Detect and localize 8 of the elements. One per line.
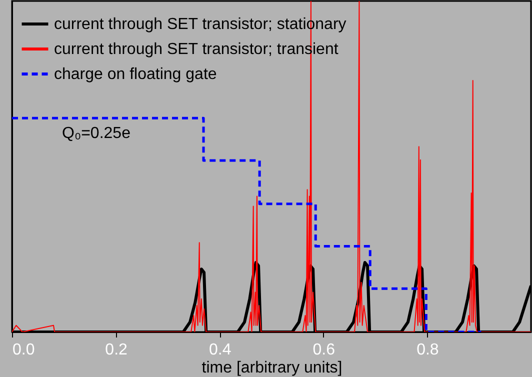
annotation: Q₀=0.25e bbox=[62, 125, 131, 142]
x-tick-label: 0.0 bbox=[12, 342, 35, 358]
x-tick-label: 0.4 bbox=[208, 342, 232, 358]
legend-label: charge on floating gate bbox=[54, 66, 217, 83]
x-tick-label: 0.8 bbox=[416, 342, 439, 358]
x-tick-label: 0.2 bbox=[105, 342, 128, 358]
x-axis-title: time [arbitrary units] bbox=[202, 360, 342, 376]
x-tick-label: 0.6 bbox=[312, 342, 336, 358]
